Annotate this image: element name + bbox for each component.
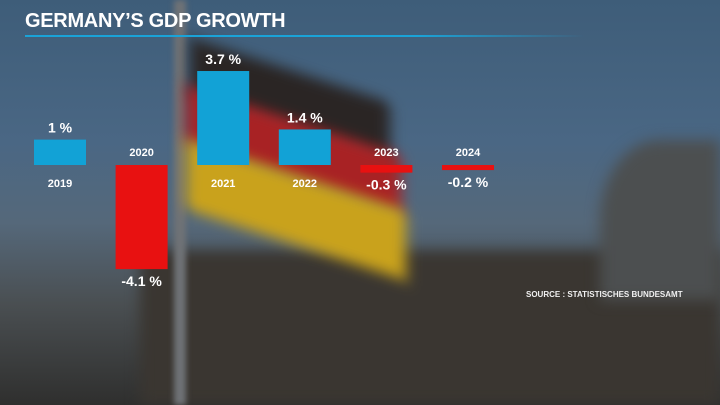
value-label-2021: 3.7 % (205, 51, 241, 67)
title-underline (25, 35, 585, 37)
flag-pole (174, 0, 186, 405)
bar-2022 (278, 129, 331, 165)
year-label-2024: 2024 (456, 147, 481, 159)
value-label-2019: 1 % (48, 120, 73, 136)
year-label-2021: 2021 (211, 178, 235, 190)
reichstag-dome (600, 140, 720, 300)
value-label-2024: -0.2 % (448, 174, 489, 190)
bar-2019 (34, 139, 86, 165)
chart-title: GERMANY’S GDP GROWTH (25, 10, 286, 32)
year-label-2022: 2022 (293, 178, 317, 190)
value-label-2023: -0.3 % (366, 177, 407, 193)
value-label-2020: -4.1 % (121, 273, 162, 289)
source-note: SOURCE : STATISTISCHES BUNDESAMT (526, 290, 683, 299)
year-label-2023: 2023 (374, 147, 398, 159)
bar-2020 (115, 165, 168, 270)
bar-2021 (197, 71, 250, 165)
year-label-2019: 2019 (48, 178, 72, 190)
value-label-2022: 1.4 % (287, 109, 323, 125)
year-label-2020: 2020 (129, 147, 153, 159)
bar-2024 (442, 165, 494, 171)
bar-2023 (360, 165, 413, 173)
